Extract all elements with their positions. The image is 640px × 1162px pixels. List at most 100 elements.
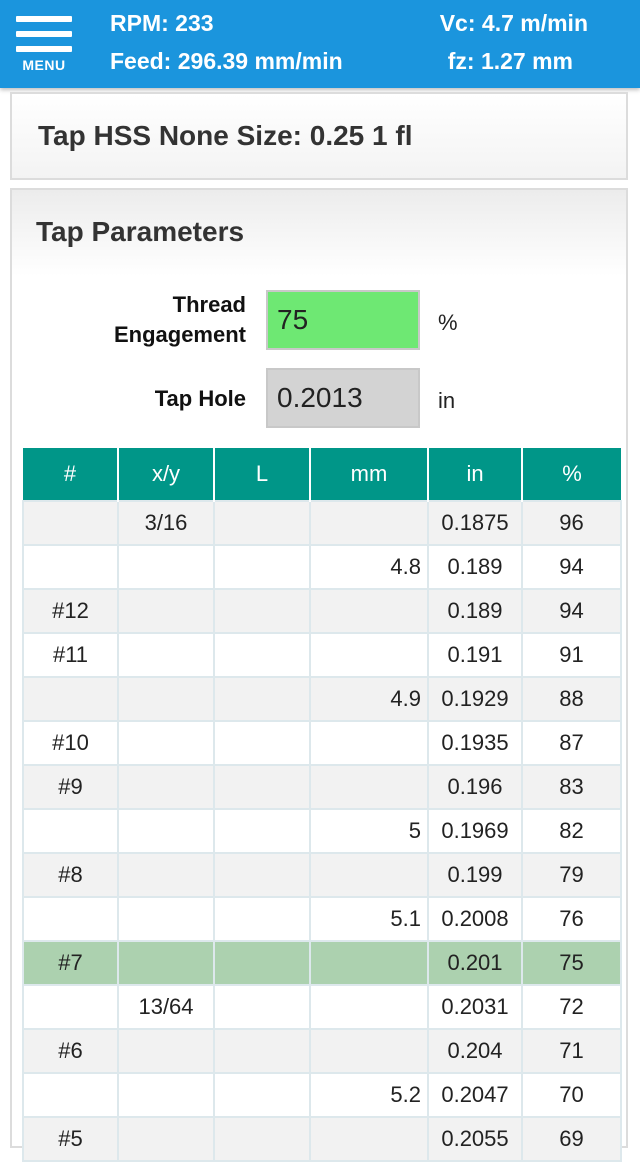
table-cell: 0.2055 [427, 1116, 523, 1162]
table-row[interactable]: 5 0.1969 82 [22, 808, 622, 854]
table-cell: 71 [521, 1028, 622, 1074]
table-cell [117, 676, 215, 722]
table-cell [117, 852, 215, 898]
table-cell [22, 896, 119, 942]
table-cell [22, 500, 119, 546]
table-cell [309, 632, 429, 678]
table-cell: 0.2031 [427, 984, 523, 1030]
tap-hole-input[interactable]: 0.2013 [266, 368, 420, 428]
tool-title-card: Tap HSS None Size: 0.25 1 fl [10, 92, 628, 180]
table-cell: 0.2047 [427, 1072, 523, 1118]
table-cell: 0.196 [427, 764, 523, 810]
table-cell: #12 [22, 588, 119, 634]
menu-button[interactable]: MENU [12, 14, 76, 74]
table-cell [213, 500, 311, 546]
table-cell: #7 [22, 940, 119, 986]
table-cell [117, 764, 215, 810]
tap-hole-label: Tap Hole [154, 386, 246, 411]
table-cell: 76 [521, 896, 622, 942]
table-row[interactable]: 5.2 0.2047 70 [22, 1072, 622, 1118]
tool-title: Tap HSS None Size: 0.25 1 fl [38, 120, 413, 151]
table-row[interactable]: 5.1 0.2008 76 [22, 896, 622, 942]
table-cell [22, 544, 119, 590]
table-cell [213, 808, 311, 854]
thread-label-line-1: Thread [172, 292, 246, 317]
table-cell [213, 544, 311, 590]
table-cell [117, 588, 215, 634]
col-header-fraction[interactable]: x/y [118, 448, 215, 501]
table-cell: 91 [521, 632, 622, 678]
table-cell: #9 [22, 764, 119, 810]
table-cell: 82 [521, 808, 622, 854]
table-cell [309, 588, 429, 634]
table-cell [117, 940, 215, 986]
hamburger-icon-bar [16, 46, 72, 52]
table-cell [309, 1028, 429, 1074]
table-cell: 0.2008 [427, 896, 523, 942]
table-cell [213, 1116, 311, 1162]
col-header-percent[interactable]: % [522, 448, 621, 501]
table-cell: 5 [309, 808, 429, 854]
table-cell: #10 [22, 720, 119, 766]
col-header-number[interactable]: # [23, 448, 119, 501]
table-row[interactable]: #5 0.2055 69 [22, 1116, 622, 1162]
table-cell: #8 [22, 852, 119, 898]
table-cell [309, 764, 429, 810]
table-cell: 70 [521, 1072, 622, 1118]
table-cell: 94 [521, 544, 622, 590]
table-cell: #11 [22, 632, 119, 678]
table-row[interactable]: #10 0.1935 87 [22, 720, 622, 766]
rpm-readout: RPM: 233 [110, 10, 214, 36]
hamburger-icon [16, 16, 72, 22]
table-header-row: # x/y L mm in % [23, 448, 621, 501]
table-cell [309, 940, 429, 986]
table-cell [213, 896, 311, 942]
table-cell [22, 1072, 119, 1118]
table-cell [309, 1116, 429, 1162]
table-row[interactable]: #8 0.199 79 [22, 852, 622, 898]
table-cell [213, 720, 311, 766]
table-cell: 69 [521, 1116, 622, 1162]
table-cell: 0.1929 [427, 676, 523, 722]
col-header-mm[interactable]: mm [310, 448, 429, 501]
table-row[interactable]: #12 0.189 94 [22, 588, 622, 634]
table-cell [213, 1028, 311, 1074]
thread-engagement-label: Thread Engagement [114, 290, 246, 350]
table-cell [117, 1116, 215, 1162]
table-cell [117, 808, 215, 854]
col-header-in[interactable]: in [428, 448, 523, 501]
table-cell [213, 676, 311, 722]
table-cell [213, 1072, 311, 1118]
table-cell: 0.189 [427, 544, 523, 590]
table-cell [213, 984, 311, 1030]
col-header-letter[interactable]: L [214, 448, 311, 501]
vc-readout: Vc: 4.7 m/min [439, 10, 588, 36]
table-row[interactable]: 4.8 0.189 94 [22, 544, 622, 590]
table-cell [309, 984, 429, 1030]
tap-parameters-header: Tap Parameters [12, 190, 626, 276]
table-row[interactable]: #6 0.204 71 [22, 1028, 622, 1074]
table-row[interactable]: #7 0.201 75 [22, 940, 622, 986]
drill-size-table: # x/y L mm in % 3/16 0.1875 96 4.8 0.189 94 #1… [22, 448, 622, 1162]
table-cell: 0.191 [427, 632, 523, 678]
table-cell [309, 720, 429, 766]
table-cell [117, 632, 215, 678]
table-row[interactable]: #9 0.196 83 [22, 764, 622, 810]
table-cell: 5.2 [309, 1072, 429, 1118]
table-cell [213, 940, 311, 986]
table-cell [22, 808, 119, 854]
table-cell [213, 764, 311, 810]
table-row[interactable]: #11 0.191 91 [22, 632, 622, 678]
thread-engagement-input[interactable]: 75 [266, 290, 420, 350]
table-row[interactable]: 3/16 0.1875 96 [22, 500, 622, 546]
table-row[interactable]: 4.9 0.1929 88 [22, 676, 622, 722]
table-cell: 94 [521, 588, 622, 634]
table-cell [213, 852, 311, 898]
tap-hole-unit: in [438, 388, 456, 413]
menu-label: MENU [22, 57, 66, 73]
hamburger-icon-bar [16, 31, 72, 37]
table-row[interactable]: 13/64 0.2031 72 [22, 984, 622, 1030]
table-cell: 75 [521, 940, 622, 986]
table-cell [213, 632, 311, 678]
table-cell [117, 720, 215, 766]
